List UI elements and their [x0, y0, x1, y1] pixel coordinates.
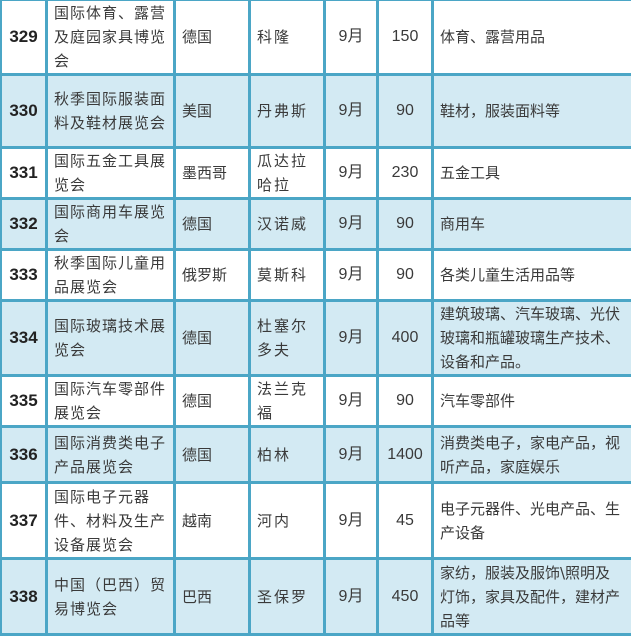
products-cell: 各类儿童生活用品等 [433, 250, 631, 301]
area-cell: 45 [378, 483, 433, 559]
area-cell: 230 [378, 148, 433, 199]
city-cell: 圣保罗 [250, 559, 325, 635]
products-cell: 汽车零部件 [433, 376, 631, 427]
products-cell: 五金工具 [433, 148, 631, 199]
country-cell: 墨西哥 [175, 148, 250, 199]
products-cell: 家纺，服装及服饰\照明及灯饰，家具及配件，建材产品等 [433, 559, 631, 635]
row-number-cell: 338 [1, 559, 47, 635]
area-cell: 90 [378, 376, 433, 427]
exhibition-name-cell: 秋季国际服装面料及鞋材展览会 [47, 75, 175, 148]
products-cell: 鞋材，服装面料等 [433, 75, 631, 148]
exhibition-name-cell: 中国（巴西）贸易博览会 [47, 559, 175, 635]
city-cell: 杜塞尔多夫 [250, 301, 325, 376]
month-cell: 9月 [325, 559, 378, 635]
country-cell: 美国 [175, 75, 250, 148]
country-cell: 德国 [175, 199, 250, 250]
products-cell: 体育、露营用品 [433, 0, 631, 75]
row-number-cell: 332 [1, 199, 47, 250]
city-cell: 丹弗斯 [250, 75, 325, 148]
month-cell: 9月 [325, 301, 378, 376]
month-cell: 9月 [325, 148, 378, 199]
exhibition-name-cell: 国际五金工具展览会 [47, 148, 175, 199]
area-cell: 90 [378, 199, 433, 250]
city-cell: 柏林 [250, 427, 325, 483]
exhibition-name-cell: 秋季国际儿童用品展览会 [47, 250, 175, 301]
country-cell: 德国 [175, 376, 250, 427]
country-cell: 越南 [175, 483, 250, 559]
city-cell: 瓜达拉哈拉 [250, 148, 325, 199]
month-cell: 9月 [325, 427, 378, 483]
row-number-cell: 337 [1, 483, 47, 559]
row-number-cell: 333 [1, 250, 47, 301]
country-cell: 德国 [175, 0, 250, 75]
city-cell: 河内 [250, 483, 325, 559]
month-cell: 9月 [325, 75, 378, 148]
area-cell: 450 [378, 559, 433, 635]
exhibition-name-cell: 国际玻璃技术展览会 [47, 301, 175, 376]
row-number-cell: 331 [1, 148, 47, 199]
row-number-cell: 335 [1, 376, 47, 427]
country-cell: 巴西 [175, 559, 250, 635]
area-cell: 400 [378, 301, 433, 376]
row-number-cell: 336 [1, 427, 47, 483]
month-cell: 9月 [325, 483, 378, 559]
row-number-cell: 329 [1, 0, 47, 75]
exhibition-name-cell: 国际体育、露营及庭园家具博览会 [47, 0, 175, 75]
area-cell: 90 [378, 75, 433, 148]
area-cell: 150 [378, 0, 433, 75]
exhibition-name-cell: 国际电子元器件、材料及生产设备展览会 [47, 483, 175, 559]
city-cell: 科隆 [250, 0, 325, 75]
products-cell: 消费类电子，家电产品，视听产品，家庭娱乐 [433, 427, 631, 483]
row-number-cell: 330 [1, 75, 47, 148]
area-cell: 90 [378, 250, 433, 301]
exhibition-name-cell: 国际消费类电子产品展览会 [47, 427, 175, 483]
city-cell: 莫斯科 [250, 250, 325, 301]
area-cell: 1400 [378, 427, 433, 483]
exhibition-name-cell: 国际商用车展览会 [47, 199, 175, 250]
products-cell: 建筑玻璃、汽车玻璃、光伏玻璃和瓶罐玻璃生产技术、设备和产品。 [433, 301, 631, 376]
products-cell: 商用车 [433, 199, 631, 250]
country-cell: 德国 [175, 301, 250, 376]
row-number-cell: 334 [1, 301, 47, 376]
month-cell: 9月 [325, 199, 378, 250]
city-cell: 法兰克福 [250, 376, 325, 427]
city-cell: 汉诺威 [250, 199, 325, 250]
month-cell: 9月 [325, 0, 378, 75]
month-cell: 9月 [325, 250, 378, 301]
month-cell: 9月 [325, 376, 378, 427]
products-cell: 电子元器件、光电产品、生产设备 [433, 483, 631, 559]
country-cell: 俄罗斯 [175, 250, 250, 301]
exhibition-name-cell: 国际汽车零部件展览会 [47, 376, 175, 427]
country-cell: 德国 [175, 427, 250, 483]
